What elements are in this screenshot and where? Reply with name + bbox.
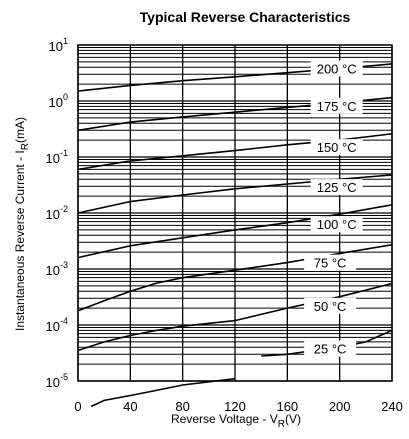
series-label: 125 °C — [317, 180, 357, 195]
y-tick-label: 10-1 — [46, 148, 68, 166]
x-ticks: 0 40 80 120 160 200 240 — [74, 399, 402, 414]
y-tick-label: 10-2 — [46, 204, 68, 222]
series-label: 100 °C — [317, 217, 357, 232]
y-axis-label-sub: R — [20, 143, 31, 150]
series-label: 50 °C — [314, 299, 347, 314]
series-label: 25 °C — [314, 342, 347, 357]
x-axis-label: Reverse Voltage - VR(V) — [171, 412, 301, 430]
plot-frame — [77, 44, 393, 382]
svg-text:Instantaneous Reverse Current: Instantaneous Reverse Current - IR(mA) — [13, 117, 31, 331]
series-label-bg — [310, 139, 363, 156]
y-axis-label-unit: (mA) — [13, 117, 27, 143]
series-line-100Cc — [77, 204, 393, 259]
series-label-bg — [310, 97, 363, 114]
series-label: 200 °C — [317, 62, 357, 77]
y-tick-label: 100 — [49, 92, 68, 110]
series-label: 175 °C — [317, 99, 357, 114]
x-tick-label: 0 — [74, 399, 81, 414]
y-tick-label: 10-4 — [46, 316, 68, 334]
y-axis-label: Instantaneous Reverse Current - IR(mA) — [13, 117, 31, 331]
x-axis-label-unit: (V) — [285, 412, 301, 426]
series-label-bg — [310, 179, 363, 196]
x-axis-label-sub: R — [278, 419, 285, 430]
series-label: 150 °C — [317, 140, 357, 155]
y-ticks: 101 100 10-1 10-2 10-3 10-4 10-5 — [46, 36, 68, 390]
x-tick-label: 120 — [224, 399, 246, 414]
y-tick-label: 101 — [49, 36, 68, 54]
x-tick-label: 240 — [381, 399, 403, 414]
x-tick-label: 80 — [175, 399, 189, 414]
y-tick-label: 10-3 — [46, 260, 68, 278]
y-tick-label: 10-5 — [46, 372, 68, 390]
x-tick-label: 200 — [329, 399, 351, 414]
y-axis-label-main: Instantaneous Reverse Current - I — [13, 150, 27, 331]
svg-text:Reverse Voltage - VR(V): Reverse Voltage - VR(V) — [171, 412, 301, 430]
x-axis-label-main: Reverse Voltage - V — [171, 412, 278, 426]
x-tick-label: 40 — [123, 399, 137, 414]
series-label-bg — [310, 60, 363, 77]
series-label-bg — [304, 254, 357, 271]
x-tick-label: 160 — [276, 399, 298, 414]
series-label-bg — [310, 216, 363, 233]
series-labels: 200 °C 175 °C 150 °C 125 °C 100 °C 75 °C 50 °C… — [304, 60, 363, 357]
series-line-25Cc — [90, 377, 236, 408]
series-label: 75 °C — [314, 256, 347, 271]
series-label-bg — [304, 297, 357, 314]
chart-title: Typical Reverse Characteristics — [140, 9, 351, 25]
series-label-bg — [304, 340, 357, 357]
